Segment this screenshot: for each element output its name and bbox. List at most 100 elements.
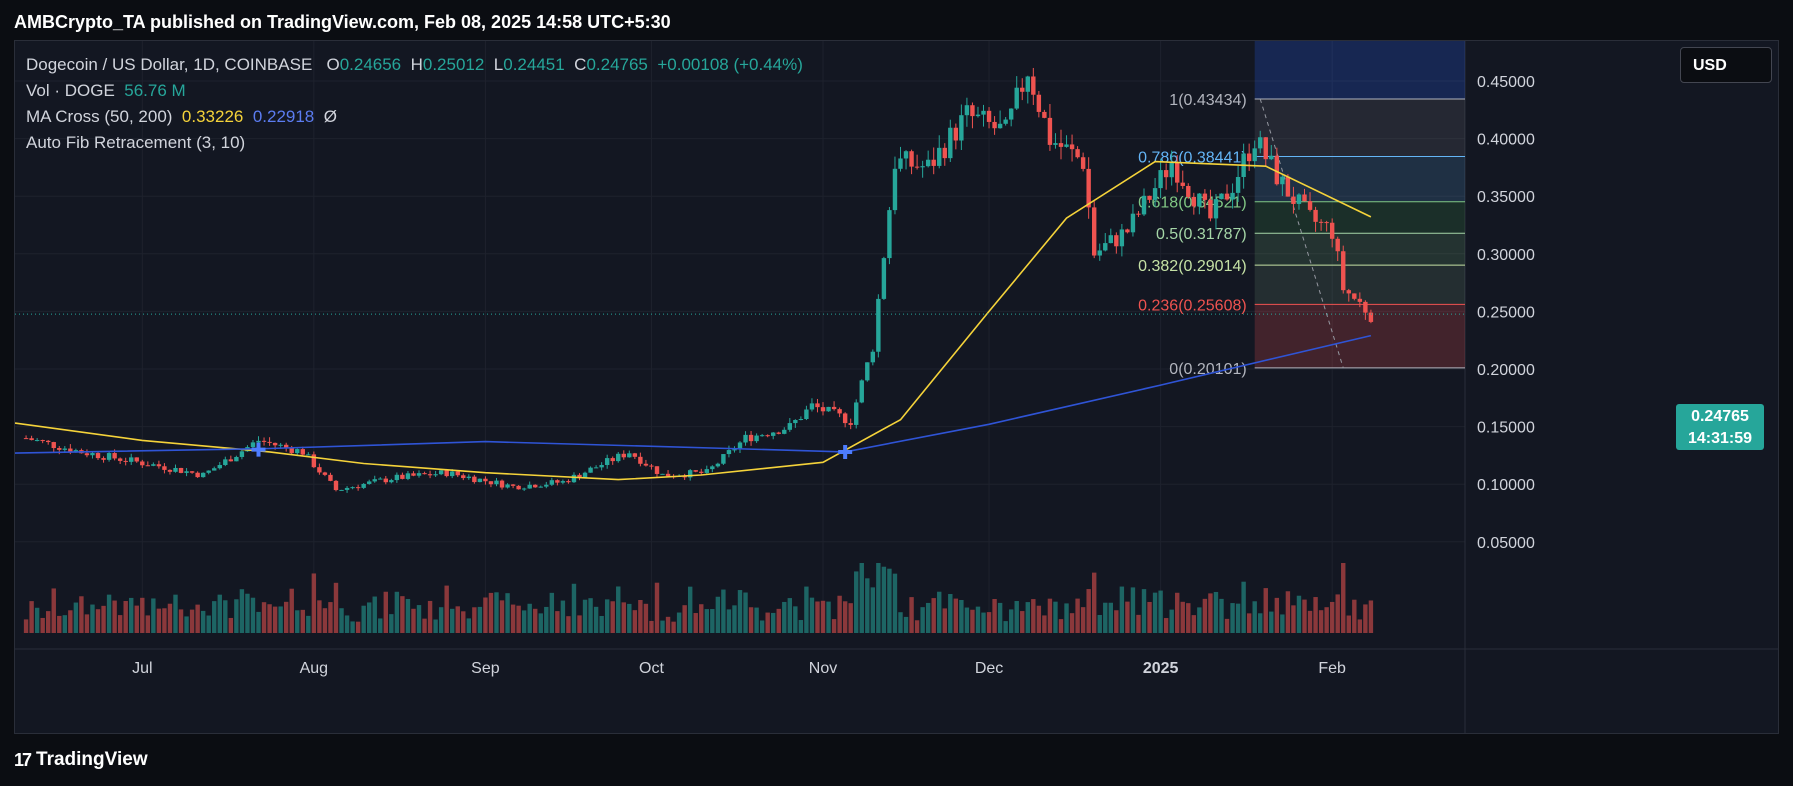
fib-level-label: 0.5(0.31787) <box>1156 226 1247 243</box>
candle-body <box>1158 170 1163 189</box>
volume-bar <box>1108 602 1114 633</box>
volume-bar <box>234 599 239 633</box>
candle-body <box>687 470 693 478</box>
candle-body <box>665 473 671 477</box>
volume-bar <box>212 601 217 633</box>
volume-bar <box>1285 591 1291 633</box>
candle-body <box>582 472 588 478</box>
candle-body <box>261 440 267 442</box>
volume-bar <box>40 617 45 633</box>
candle-body <box>1042 111 1047 118</box>
candle-body <box>394 474 400 481</box>
volume-bar <box>527 603 532 633</box>
candle-body <box>178 467 184 473</box>
volume-bar <box>1147 601 1152 633</box>
volume-bar <box>1191 615 1197 633</box>
candle-body <box>1230 192 1235 200</box>
volume-bar <box>461 611 466 633</box>
candle-body <box>95 453 101 459</box>
volume-bar <box>1335 594 1340 633</box>
volume-bar <box>759 620 765 633</box>
currency-button[interactable]: USD <box>1680 47 1772 83</box>
candle-body <box>521 488 527 490</box>
volume-bar <box>1302 599 1307 633</box>
volume-bar <box>73 602 79 633</box>
volume-bar <box>920 607 925 633</box>
candle-body <box>167 469 173 472</box>
candle-body <box>300 449 305 455</box>
candle-body <box>1003 119 1008 124</box>
volume-bar <box>798 620 804 633</box>
volume-bar <box>1175 592 1180 633</box>
legend-ma-cross[interactable]: MA Cross (50, 200) 0.33226 0.22918 Ø <box>26 104 803 130</box>
candle-body <box>599 465 604 468</box>
candle-body <box>1069 144 1075 150</box>
candle-body <box>1269 155 1274 160</box>
volume-bar <box>610 601 615 633</box>
candle-body <box>776 432 781 434</box>
candle-body <box>1141 195 1147 215</box>
candle-body <box>704 469 709 473</box>
volume-bar <box>68 610 73 633</box>
candle-body <box>842 413 848 424</box>
ma50-line <box>15 160 1372 481</box>
volume-bar <box>892 573 898 633</box>
hidden-toggle-icon[interactable]: Ø <box>323 107 337 126</box>
candle-body <box>123 460 128 462</box>
volume-bar <box>1130 587 1136 633</box>
legend-fib[interactable]: Auto Fib Retracement (3, 10) <box>26 130 803 156</box>
price-chart[interactable]: 0.05000 0.10000 0.15000 0.20000 0.25000 0.300… <box>15 41 1778 733</box>
legend-volume[interactable]: Vol · DOGE 56.76 M <box>26 78 803 104</box>
volume-bar <box>748 607 754 633</box>
ma200-value: 0.22918 <box>252 107 315 126</box>
candle-body <box>283 444 289 448</box>
volume-bar <box>200 610 206 633</box>
candle-body <box>84 453 90 456</box>
candle-body <box>173 467 178 472</box>
volume-bar <box>616 586 621 633</box>
tradingview-brand[interactable]: 17 TradingView <box>14 749 148 771</box>
volume-bar <box>239 589 245 633</box>
volume-bar <box>1075 598 1080 633</box>
candle-body <box>970 105 975 117</box>
low-label: L <box>493 55 504 74</box>
candle-body <box>361 483 366 488</box>
candle-body <box>715 463 721 467</box>
chart-frame[interactable]: 0.05000 0.10000 0.15000 0.20000 0.25000 0.300… <box>14 40 1779 734</box>
candle-body <box>1368 312 1374 322</box>
candle-body <box>1186 185 1191 197</box>
candle-body <box>610 458 615 462</box>
candle-body <box>156 464 162 467</box>
candle-body <box>1258 137 1263 149</box>
volume-bar <box>687 586 693 633</box>
volume-bar <box>704 609 709 633</box>
candle-body <box>549 480 555 485</box>
volume-bar <box>295 610 300 633</box>
legend-ohlc[interactable]: Dogecoin / US Dollar, 1D, COINBASE O0.24… <box>26 52 803 78</box>
symbol-label[interactable]: Dogecoin / US Dollar, 1D, COINBASE <box>26 55 313 74</box>
volume-bar <box>505 593 510 633</box>
volume-bar <box>29 601 34 633</box>
volume-bar <box>95 609 101 633</box>
candle-body <box>1119 229 1125 247</box>
volume-bar <box>1064 603 1069 633</box>
candle-body <box>106 453 112 460</box>
candle-body <box>295 449 300 454</box>
volume-bar <box>942 608 947 633</box>
candle-body <box>1346 290 1351 294</box>
last-price-value: 0.24765 <box>1691 408 1749 425</box>
candle-body <box>1152 188 1158 200</box>
candle-body <box>975 114 981 117</box>
volume-bar <box>577 615 582 633</box>
volume-bar <box>117 615 123 633</box>
volume-bar <box>953 598 959 633</box>
volume-bar <box>604 599 610 633</box>
volume-bar <box>1246 613 1252 633</box>
volume-bar <box>272 606 278 633</box>
candle-body <box>1213 199 1219 219</box>
candle-body <box>959 115 964 141</box>
volume-bar <box>544 606 549 633</box>
candle-body <box>986 110 992 122</box>
candle-body <box>1053 143 1058 145</box>
candle-body <box>40 440 45 442</box>
